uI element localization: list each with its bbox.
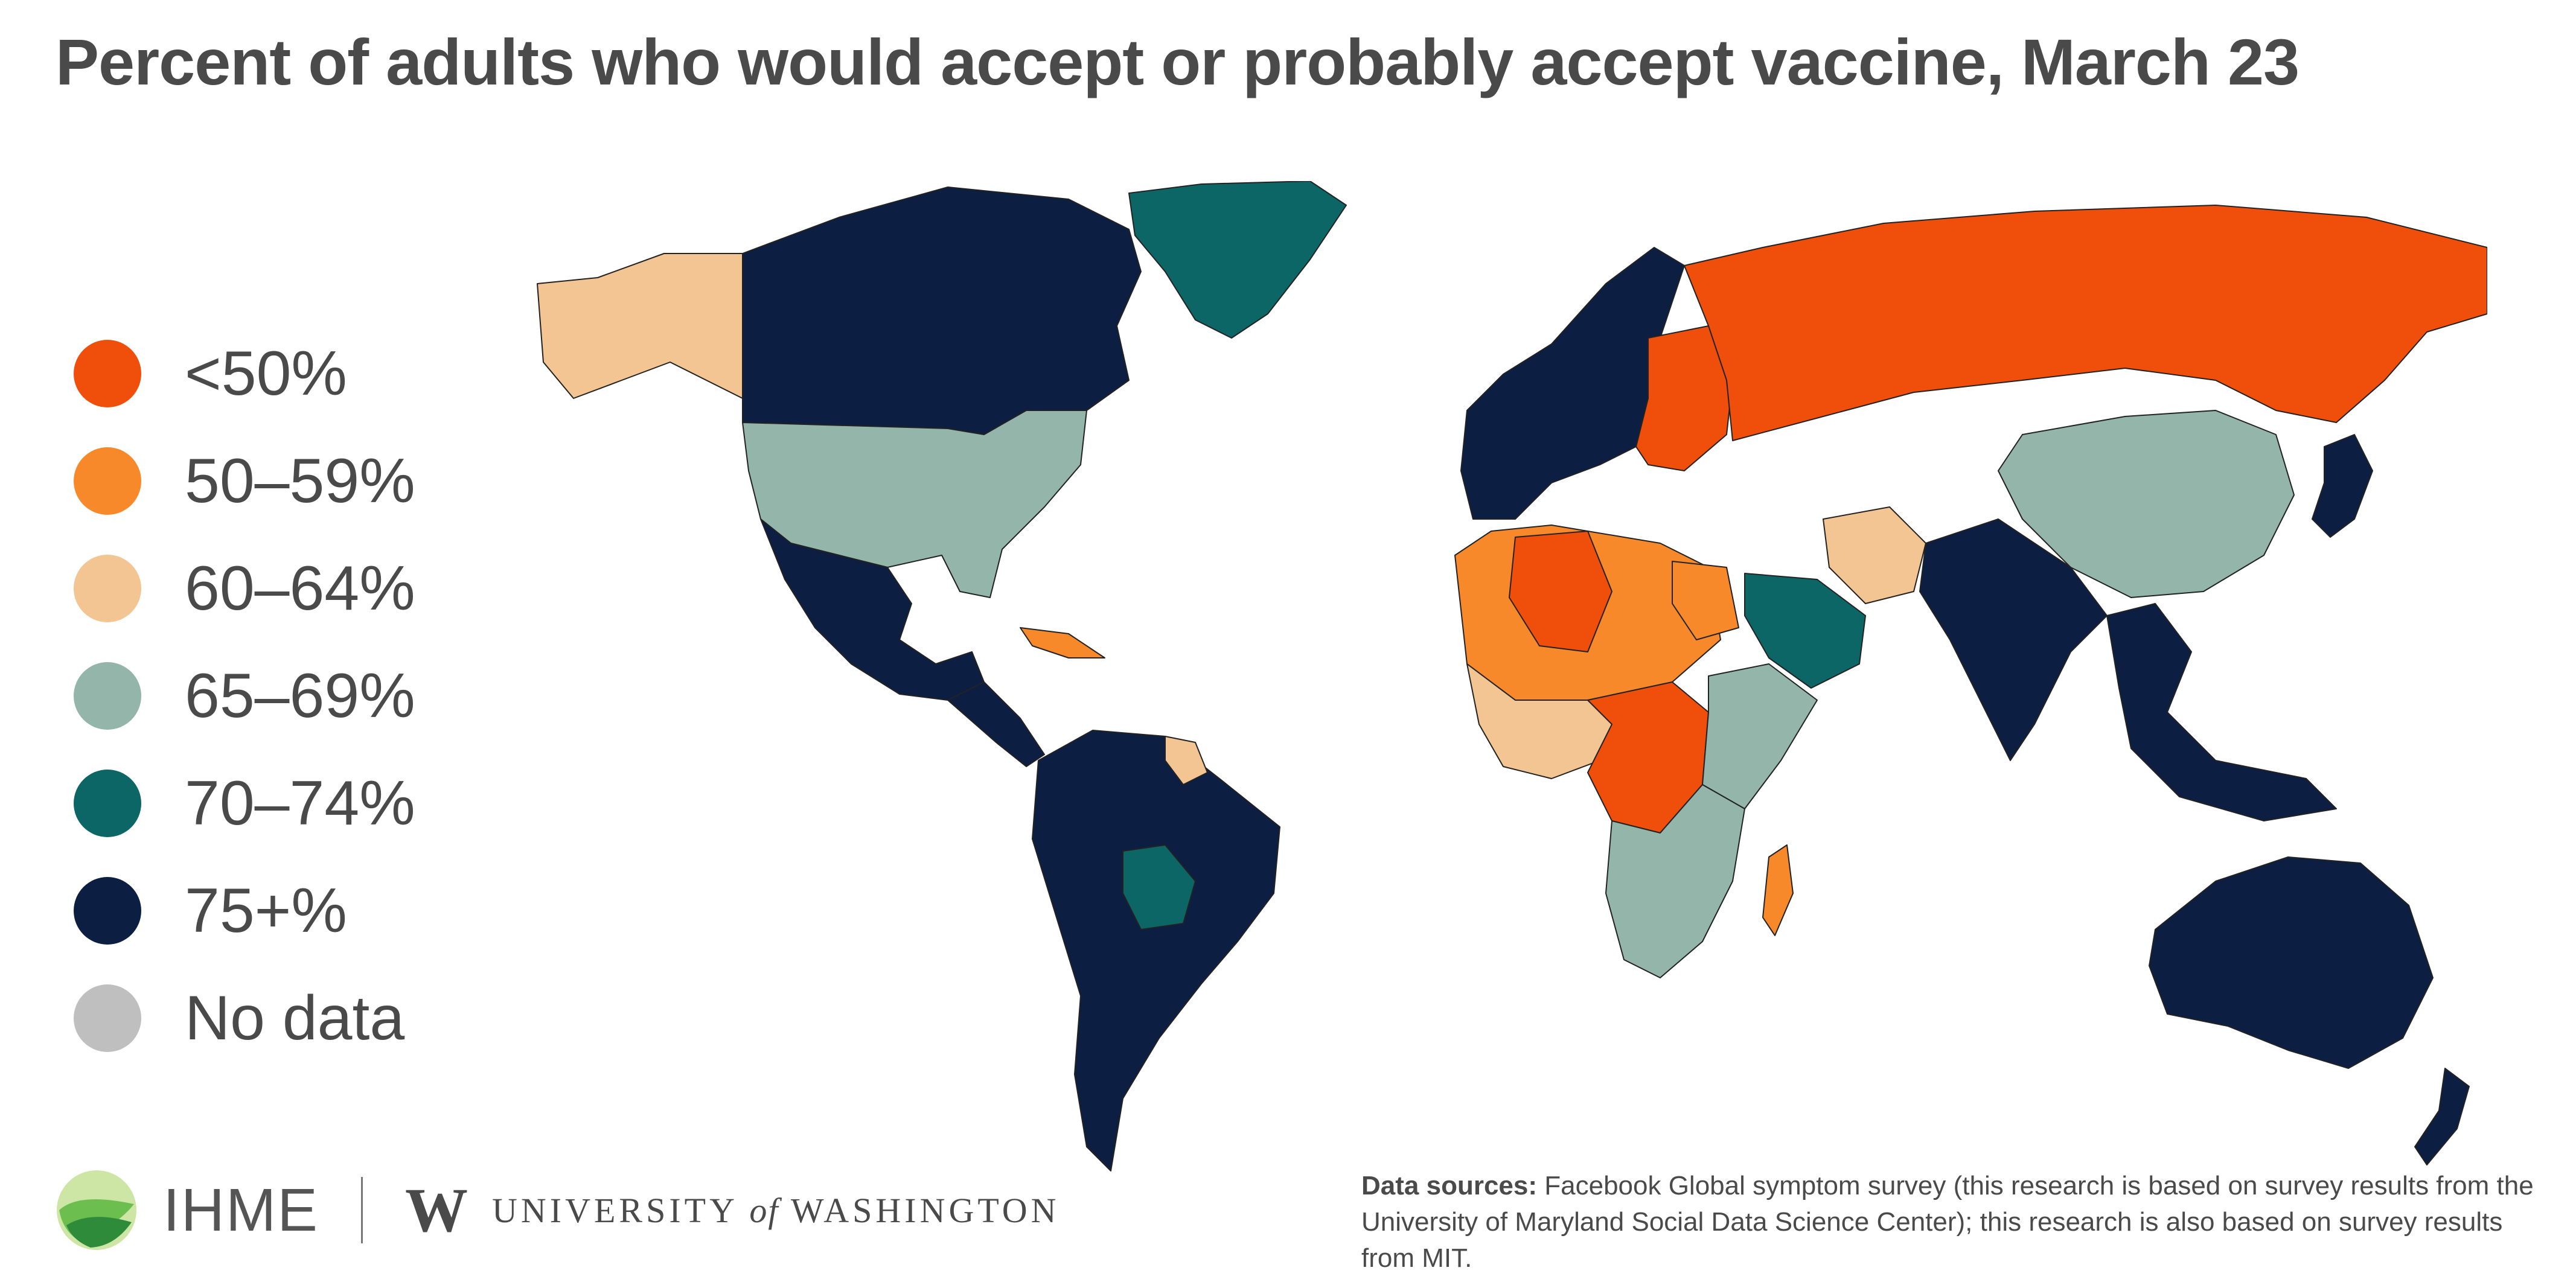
- map-title: Percent of adults who would accept or pr…: [56, 25, 2300, 98]
- region-mexico: [760, 518, 985, 701]
- uw-logo-letter: W: [405, 1175, 468, 1245]
- region-new-zealand: [2414, 1068, 2470, 1165]
- uw-wordmark: UNIVERSITY of WASHINGTON: [492, 1190, 1060, 1231]
- region-caribbean: [1020, 627, 1105, 658]
- legend-item-65-69: 65–69%: [74, 642, 415, 750]
- region-china: [1998, 410, 2295, 598]
- legend-item-no-data: No data: [74, 964, 415, 1072]
- region-south-america: [1032, 730, 1280, 1172]
- region-southern-africa: [1605, 784, 1745, 978]
- logo-divider: [361, 1177, 363, 1243]
- legend-item-50-59: 50–59%: [74, 427, 415, 535]
- legend-swatch: [74, 662, 141, 730]
- ihme-wordmark: IHME: [163, 1176, 319, 1244]
- legend-swatch: [74, 447, 141, 515]
- data-sources-text: Facebook Global symptom survey (this res…: [1361, 1171, 2534, 1273]
- region-egypt: [1672, 561, 1739, 640]
- region-bolivia: [1122, 844, 1196, 930]
- region-japan: [2312, 434, 2373, 538]
- region-central-america: [947, 681, 1045, 767]
- legend-swatch: [74, 555, 141, 622]
- region-iran: [1823, 506, 1926, 604]
- legend-item-under-50: <50%: [74, 320, 415, 427]
- data-sources-note: Data sources: Facebook Global symptom su…: [1361, 1168, 2545, 1277]
- uw-wordmark-washington: WASHINGTON: [790, 1190, 1060, 1230]
- region-india: [1919, 518, 2108, 761]
- world-map: [525, 181, 2487, 1177]
- legend-item-60-64: 60–64%: [74, 535, 415, 642]
- uw-wordmark-university: UNIVERSITY: [492, 1190, 737, 1230]
- legend-label: <50%: [185, 338, 347, 409]
- legend-swatch: [74, 877, 141, 945]
- legend-label: 65–69%: [185, 660, 415, 731]
- region-australia: [2149, 856, 2434, 1069]
- legend-label: No data: [185, 983, 405, 1053]
- ihme-logo-icon: [57, 1170, 136, 1250]
- legend-swatch: [74, 770, 141, 837]
- legend-item-75-plus: 75+%: [74, 857, 415, 964]
- data-sources-label: Data sources:: [1361, 1171, 1538, 1200]
- legend-label: 70–74%: [185, 768, 415, 838]
- legend-swatch: [74, 984, 141, 1052]
- legend: <50% 50–59% 60–64% 65–69% 70–74% 75+% No…: [74, 320, 415, 1072]
- legend-swatch: [74, 340, 141, 407]
- region-madagascar: [1762, 844, 1794, 936]
- uw-wordmark-of: of: [749, 1190, 779, 1230]
- legend-label: 50–59%: [185, 445, 415, 516]
- region-algeria: [1509, 531, 1612, 652]
- region-alaska: [537, 253, 743, 399]
- region-russia: [1684, 205, 2487, 441]
- logo-row: IHME W UNIVERSITY of WASHINGTON: [54, 1162, 1060, 1258]
- region-canada: [742, 187, 1142, 435]
- region-saudi-arabia: [1744, 573, 1866, 689]
- region-east-africa: [1702, 663, 1818, 809]
- region-greenland: [1128, 181, 1347, 339]
- legend-label: 60–64%: [185, 553, 415, 623]
- legend-item-70-74: 70–74%: [74, 750, 415, 857]
- legend-label: 75+%: [185, 875, 347, 946]
- region-southeast-asia: [2106, 603, 2337, 821]
- region-guyana: [1165, 736, 1208, 785]
